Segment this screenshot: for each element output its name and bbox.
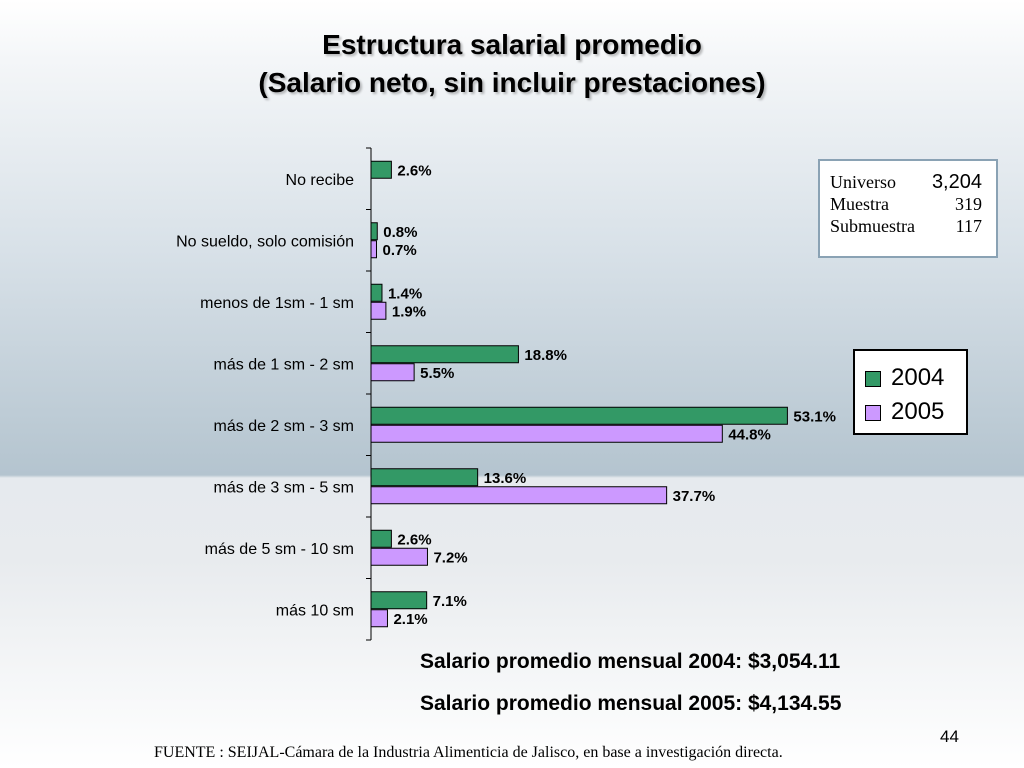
data-label-2005: 0.7% <box>382 242 416 259</box>
data-label-2005: 37.7% <box>673 488 716 505</box>
category-label: más de 1 sm - 2 sm <box>214 356 354 373</box>
bar-2005 <box>370 424 723 443</box>
bar-2004 <box>370 222 378 241</box>
category-label: más 10 sm <box>276 602 354 619</box>
sample-info-box: Universo 3,204 Muestra 319 Submuestra 11… <box>818 159 998 258</box>
info-value: 319 <box>955 194 982 214</box>
data-label-2004: 2.6% <box>397 531 431 548</box>
data-label-2004: 1.4% <box>388 285 422 302</box>
bar-2005 <box>370 240 377 259</box>
summary-2005: Salario promedio mensual 2005: $4,134.55 <box>420 692 842 715</box>
data-label-2004: 18.8% <box>524 347 567 364</box>
bar-2004 <box>370 468 479 487</box>
category-label: No sueldo, solo comisión <box>176 233 354 250</box>
bar-2005 <box>370 301 387 320</box>
info-row-muestra: Muestra 319 <box>830 193 996 215</box>
info-label: Universo <box>830 172 896 192</box>
bar-2005 <box>370 609 388 628</box>
data-label-2004: 13.6% <box>484 470 527 487</box>
data-label-2004: 53.1% <box>793 408 836 425</box>
bar-2004 <box>370 591 428 610</box>
bar-2005 <box>370 547 428 566</box>
bar-2005 <box>370 486 668 505</box>
data-label-2005: 5.5% <box>420 365 454 382</box>
info-label: Submuestra <box>830 216 915 236</box>
data-label-2004: 2.6% <box>397 162 431 179</box>
data-label-2005: 2.1% <box>393 611 427 628</box>
source-note: FUENTE : SEIJAL-Cámara de la Industria A… <box>154 744 783 761</box>
info-value: 3,204 <box>931 171 982 193</box>
data-label-2005: 1.9% <box>392 303 426 320</box>
bar-2004 <box>370 406 788 425</box>
category-label: más de 3 sm - 5 sm <box>214 479 354 496</box>
bar-2004 <box>370 283 383 302</box>
category-label: menos de 1sm - 1 sm <box>200 295 354 312</box>
data-label-2004: 7.1% <box>433 593 467 610</box>
data-label-2005: 44.8% <box>728 426 771 443</box>
category-label: más de 5 sm - 10 sm <box>205 541 354 558</box>
bar-2004 <box>370 160 392 179</box>
bar-2004 <box>370 345 519 364</box>
legend-swatch-2004 <box>865 371 881 387</box>
data-label-2005: 7.2% <box>433 549 467 566</box>
info-value: 117 <box>955 216 982 236</box>
legend-swatch-2005 <box>865 405 881 421</box>
category-label: No recibe <box>286 172 355 189</box>
info-row-universo: Universo 3,204 <box>830 171 996 193</box>
slide-title-line1: Estructura salarial promedio <box>322 29 702 60</box>
bar-2005 <box>370 363 415 382</box>
data-label-2004: 0.8% <box>383 224 417 241</box>
summary-2004: Salario promedio mensual 2004: $3,054.11 <box>420 650 841 673</box>
chart-legend: 2004 2005 <box>853 349 968 435</box>
category-label: más de 2 sm - 3 sm <box>214 418 354 435</box>
page-number: 44 <box>940 727 959 746</box>
info-row-submuestra: Submuestra 117 <box>830 215 996 237</box>
legend-label-2004: 2004 <box>891 364 945 391</box>
legend-label-2005: 2005 <box>891 398 945 425</box>
slide-title-line2: (Salario neto, sin incluir prestaciones) <box>258 67 766 98</box>
info-label: Muestra <box>830 194 889 214</box>
bar-2004 <box>370 529 392 548</box>
